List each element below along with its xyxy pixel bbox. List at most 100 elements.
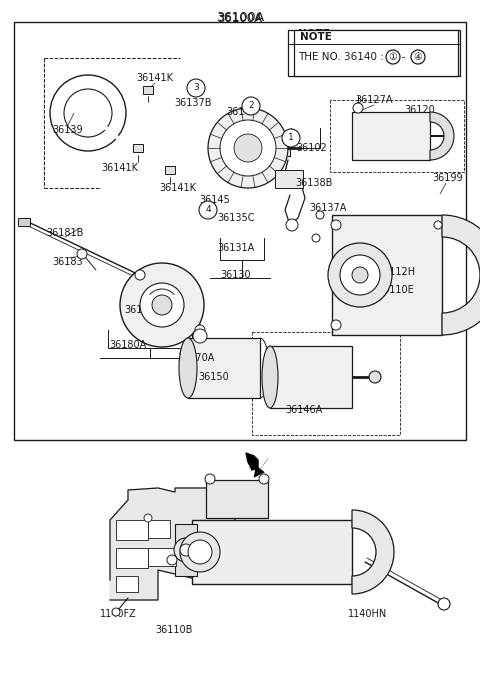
Text: 36181B: 36181B xyxy=(46,228,84,238)
Text: 36139: 36139 xyxy=(53,125,84,135)
Text: 36146A: 36146A xyxy=(286,405,323,415)
Circle shape xyxy=(50,75,126,151)
Text: 36183: 36183 xyxy=(53,257,84,267)
Bar xyxy=(188,338,260,398)
Circle shape xyxy=(220,120,276,176)
Circle shape xyxy=(193,329,207,343)
Text: ④: ④ xyxy=(423,47,433,57)
Text: 36100A: 36100A xyxy=(216,11,264,24)
Circle shape xyxy=(120,263,204,347)
Bar xyxy=(14,22,466,440)
Circle shape xyxy=(282,129,300,147)
Text: 36145: 36145 xyxy=(200,195,230,205)
Circle shape xyxy=(331,320,341,330)
FancyArrowPatch shape xyxy=(253,458,268,478)
Bar xyxy=(294,30,458,76)
Text: -: - xyxy=(397,52,408,62)
Circle shape xyxy=(353,103,363,113)
Circle shape xyxy=(409,50,423,64)
Text: THE NO. 36140 :: THE NO. 36140 : xyxy=(291,44,376,54)
Circle shape xyxy=(259,474,269,484)
Text: 1: 1 xyxy=(288,133,294,143)
Polygon shape xyxy=(110,488,235,600)
Text: 36127A: 36127A xyxy=(355,95,393,105)
Wedge shape xyxy=(442,215,480,335)
Text: 36141K: 36141K xyxy=(159,183,196,193)
Text: 36135C: 36135C xyxy=(217,213,255,223)
Bar xyxy=(352,112,430,160)
Text: NOTE: NOTE xyxy=(300,32,332,42)
Bar xyxy=(133,144,143,152)
Circle shape xyxy=(328,243,392,307)
Bar xyxy=(143,86,153,94)
Text: 36137A: 36137A xyxy=(309,203,347,213)
Text: 36130: 36130 xyxy=(221,270,252,280)
Text: 36138B: 36138B xyxy=(295,178,333,188)
Circle shape xyxy=(144,514,152,522)
Text: 4: 4 xyxy=(205,205,211,214)
Bar xyxy=(148,520,170,538)
Circle shape xyxy=(434,221,442,229)
Text: -: - xyxy=(413,47,417,57)
Bar xyxy=(192,520,352,584)
Circle shape xyxy=(205,474,215,484)
Circle shape xyxy=(174,538,198,562)
Text: 36100A: 36100A xyxy=(217,12,263,25)
Bar xyxy=(175,524,197,576)
Text: 36170A: 36170A xyxy=(177,353,215,363)
Circle shape xyxy=(242,97,260,115)
Text: 3: 3 xyxy=(193,84,199,92)
Text: ④: ④ xyxy=(414,52,422,62)
Text: 36182: 36182 xyxy=(125,305,156,315)
Circle shape xyxy=(352,267,368,283)
Text: 2: 2 xyxy=(248,101,254,110)
Circle shape xyxy=(316,211,324,219)
Text: 36199: 36199 xyxy=(432,173,463,183)
Bar xyxy=(148,548,176,566)
Bar xyxy=(206,480,268,518)
Circle shape xyxy=(195,325,205,335)
Text: 36112H: 36112H xyxy=(377,267,415,277)
Ellipse shape xyxy=(262,346,278,408)
Circle shape xyxy=(340,255,380,295)
Bar xyxy=(116,548,148,568)
Circle shape xyxy=(167,555,177,565)
Text: 36141K: 36141K xyxy=(101,163,139,173)
Bar xyxy=(332,215,442,335)
Text: THE NO. 36140 :: THE NO. 36140 : xyxy=(291,44,380,54)
Circle shape xyxy=(77,249,87,259)
Text: 36141K: 36141K xyxy=(136,73,173,83)
Circle shape xyxy=(180,544,192,556)
Polygon shape xyxy=(246,453,258,470)
Bar xyxy=(288,30,460,76)
Wedge shape xyxy=(430,112,454,160)
Wedge shape xyxy=(352,510,394,594)
Circle shape xyxy=(199,201,217,219)
Text: 36102: 36102 xyxy=(297,143,327,153)
Circle shape xyxy=(152,295,172,315)
Circle shape xyxy=(140,283,184,327)
Text: ④: ④ xyxy=(412,52,420,61)
Circle shape xyxy=(188,540,212,564)
Circle shape xyxy=(331,220,341,230)
Bar xyxy=(116,520,148,540)
Text: ①: ① xyxy=(389,52,397,62)
Text: -: - xyxy=(403,52,407,62)
Circle shape xyxy=(187,79,205,97)
Circle shape xyxy=(180,532,220,572)
Circle shape xyxy=(286,219,298,231)
Bar xyxy=(18,218,30,226)
Circle shape xyxy=(386,50,400,64)
Bar xyxy=(165,166,175,174)
Circle shape xyxy=(112,608,120,616)
Circle shape xyxy=(386,50,400,64)
Text: 1140HN: 1140HN xyxy=(348,609,388,619)
Circle shape xyxy=(312,234,320,242)
Text: 36110E: 36110E xyxy=(378,285,414,295)
Text: 36110B: 36110B xyxy=(156,625,192,635)
Text: ①: ① xyxy=(385,47,395,57)
Bar xyxy=(116,576,138,592)
Circle shape xyxy=(411,50,425,64)
Text: ①: ① xyxy=(389,52,397,61)
Text: 36120: 36120 xyxy=(405,105,435,115)
